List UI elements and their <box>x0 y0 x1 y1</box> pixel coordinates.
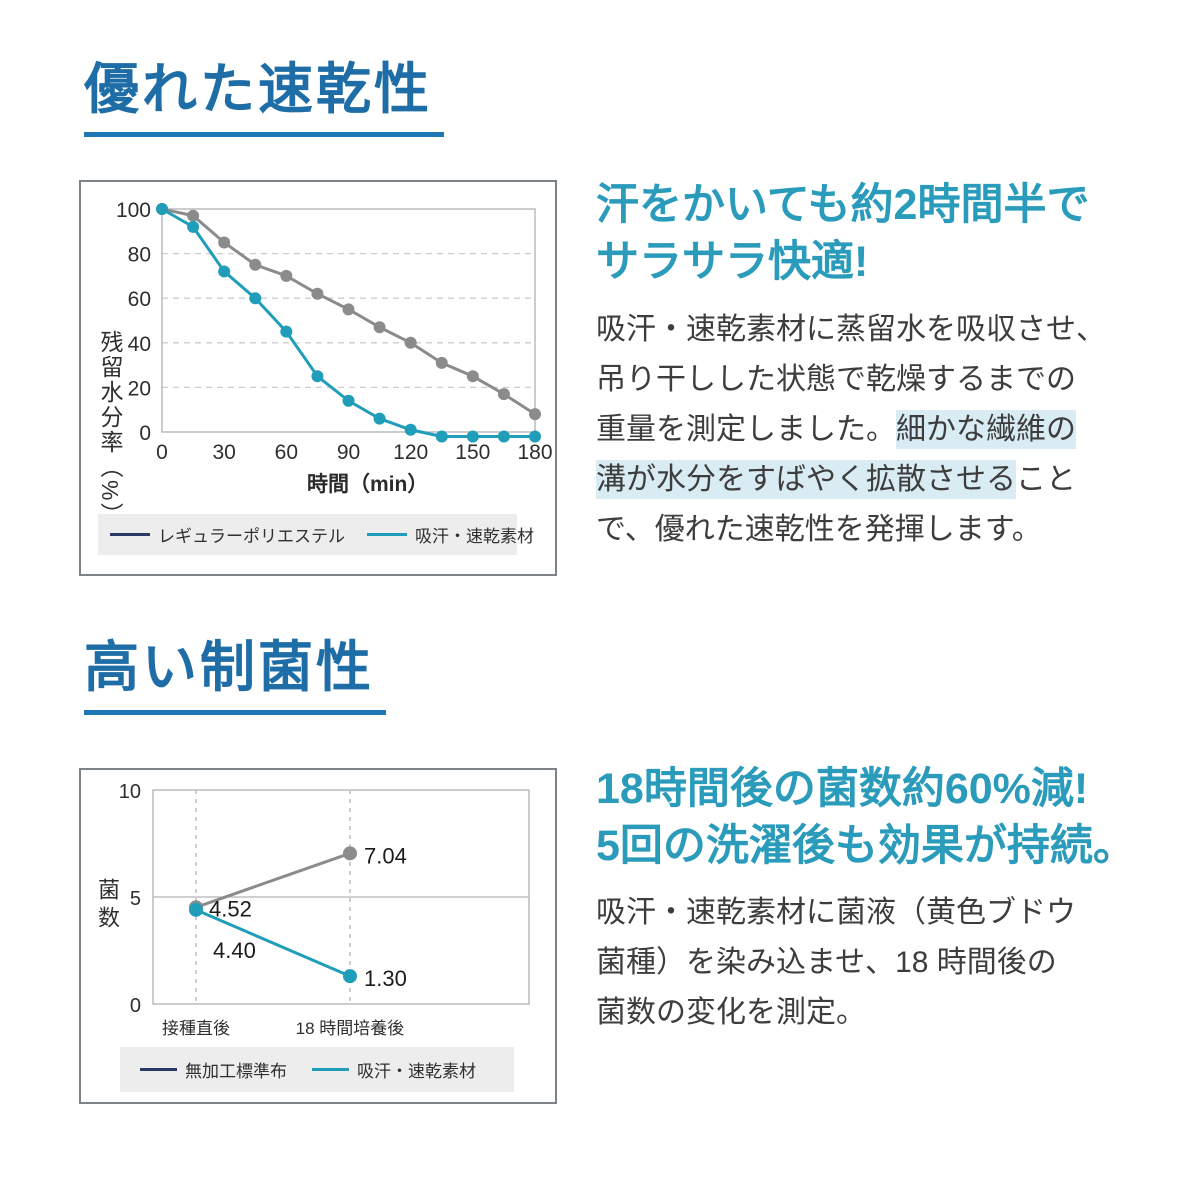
data-point <box>311 370 324 383</box>
y-tick-label: 10 <box>119 781 141 803</box>
data-point-label: 4.40 <box>213 938 256 963</box>
data-point <box>435 356 448 369</box>
section2-title: 高い制菌性 <box>84 636 387 715</box>
data-point <box>218 265 231 278</box>
highlighted-text: 溝が水分をすばやく拡散させる <box>596 460 1016 499</box>
headline-line: 18時間後の菌数約60%減! <box>596 765 1089 813</box>
headline-line: 汗をかいても約2時間半で <box>596 181 1090 229</box>
section2-body-paragraph: 吸汗・速乾素材に菌液（黄色ブドウ 菌種）を染み込ませ、18 時間後の 菌数の変化… <box>596 896 1076 1029</box>
headline-line: 5回の洗濯後も効果が持続。 <box>596 822 1136 870</box>
data-point <box>343 969 357 984</box>
data-point <box>218 236 231 249</box>
bacteria-chart-card: 4.52 7.04 4.40 1.30 0 5 10 接種直後 18 時間培養後 菌数 無加工標… <box>79 768 557 1104</box>
data-point <box>529 408 541 421</box>
y-tick-label: 0 <box>139 422 151 445</box>
data-point <box>280 325 293 338</box>
moisture-chart-card: 0 20 40 60 80 100 0 30 60 90 120 150 180 残留水分率（%） 時間… <box>79 180 557 576</box>
y-tick-label: 80 <box>128 244 151 267</box>
data-point <box>404 336 417 349</box>
x-tick-label: 30 <box>212 441 235 464</box>
data-point <box>156 203 168 215</box>
data-point <box>342 394 355 407</box>
legend-line-sample <box>140 1068 177 1071</box>
x-tick-label: 0 <box>156 441 168 464</box>
x-category-label: 接種直後 <box>162 1019 230 1038</box>
data-point <box>189 902 203 917</box>
legend-item-quickdry-material: 吸汗・速乾素材 <box>367 522 534 547</box>
x-tick-label: 90 <box>337 441 360 464</box>
legend-label: 無加工標準布 <box>185 1062 287 1081</box>
legend-line-sample <box>312 1068 349 1071</box>
plot-border <box>161 208 536 433</box>
headline-line: サラサラ快適! <box>596 238 869 286</box>
data-point <box>435 430 448 443</box>
legend-label: 吸汗・速乾素材 <box>415 527 534 546</box>
legend-item-untreated-fabric: 無加工標準布 <box>140 1057 287 1082</box>
x-tick-label: 120 <box>393 441 428 464</box>
x-tick-label: 180 <box>517 441 552 464</box>
section1-title: 優れた速乾性 <box>84 58 445 137</box>
plot-border <box>152 789 530 1005</box>
x-category-label: 18 時間培養後 <box>296 1019 405 1038</box>
data-point <box>373 412 386 425</box>
bacteria-chart-legend: 無加工標準布 吸汗・速乾素材 <box>120 1047 514 1092</box>
legend-line-sample <box>367 533 407 536</box>
x-tick-label: 60 <box>275 441 298 464</box>
x-tick-label: 150 <box>455 441 490 464</box>
highlighted-text: 細かな繊維の <box>896 410 1076 449</box>
legend-label: レギュラーポリエステル <box>158 527 345 546</box>
data-point <box>466 370 479 383</box>
data-point <box>343 846 357 861</box>
legend-item-regular-polyester: レギュラーポリエステル <box>110 522 345 547</box>
y-tick-label: 0 <box>130 995 141 1017</box>
data-point <box>466 430 479 443</box>
body-text-segment: 吸汗・速乾素材に蒸留水を吸収させ、 吊り干しした状態で乾燥するまでの 重量を測定… <box>596 313 1106 446</box>
data-point <box>311 287 324 300</box>
legend-line-sample <box>110 533 150 536</box>
data-point <box>249 258 262 271</box>
data-point <box>342 303 355 316</box>
legend-item-quickdry-material: 吸汗・速乾素材 <box>312 1057 476 1082</box>
data-point <box>497 388 510 401</box>
data-point <box>187 209 200 222</box>
data-point-label: 1.30 <box>364 966 407 991</box>
legend-label: 吸汗・速乾素材 <box>357 1062 476 1081</box>
data-point <box>529 430 541 443</box>
y-tick-label: 5 <box>130 888 141 910</box>
moisture-chart-x-axis-label: 時間（min） <box>307 473 429 496</box>
section1-headline: 汗をかいても約2時間半で サラサラ快適! <box>596 177 1089 291</box>
bacteria-chart-y-axis-label: 菌数 <box>95 878 120 934</box>
series-line-1 <box>195 908 351 978</box>
data-point <box>249 292 262 305</box>
data-point <box>404 423 417 436</box>
data-point <box>187 220 200 233</box>
y-tick-label: 100 <box>116 199 151 222</box>
data-point-label: 7.04 <box>364 843 407 868</box>
moisture-line-chart: 0 20 40 60 80 100 0 30 60 90 120 150 180 <box>116 199 553 464</box>
body-text-segment: こと で、優れた速乾性を発揮します。 <box>596 463 1076 546</box>
moisture-chart-y-axis-label: 残留水分率（%） <box>97 330 123 528</box>
y-tick-label: 60 <box>128 288 151 311</box>
section1-body-paragraph: 吸汗・速乾素材に蒸留水を吸収させ、 吊り干しした状態で乾燥するまでの 重量を測定… <box>596 305 1128 555</box>
data-point <box>280 269 293 282</box>
y-tick-label: 20 <box>128 377 151 400</box>
data-point <box>497 430 510 443</box>
series-line-0 <box>195 851 351 909</box>
section2-headline: 18時間後の菌数約60%減! 5回の洗濯後も効果が持続。 <box>596 761 1136 875</box>
moisture-chart-legend: レギュラーポリエステル 吸汗・速乾素材 <box>98 514 534 555</box>
data-point <box>373 321 386 334</box>
y-tick-label: 40 <box>128 333 151 356</box>
